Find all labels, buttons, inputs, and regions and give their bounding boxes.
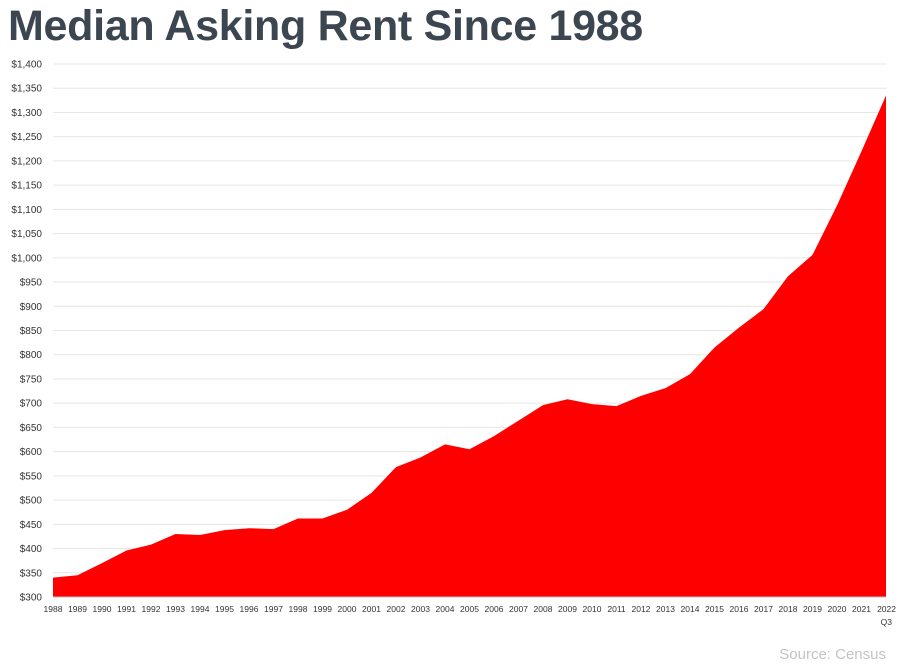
x-tick-label: 1994 <box>191 604 210 614</box>
y-tick-label: $700 <box>20 399 43 410</box>
y-tick-label: $300 <box>20 593 43 604</box>
x-tick-label: 2006 <box>485 604 504 614</box>
y-tick-label: $1,000 <box>11 253 42 264</box>
x-tick-label: 1989 <box>68 604 87 614</box>
x-tick-label: 1997 <box>264 604 283 614</box>
x-tick-label: 1995 <box>215 604 234 614</box>
x-tick-label: 1998 <box>289 604 308 614</box>
y-tick-label: $1,350 <box>11 84 42 95</box>
area-series <box>52 95 887 597</box>
x-tick-label: 2013 <box>656 604 675 614</box>
x-tick-label: 2004 <box>436 604 455 614</box>
chart-title: Median Asking Rent Since 1988 <box>8 2 643 50</box>
y-tick-label: $400 <box>20 544 43 555</box>
x-tick-label: 1993 <box>166 604 185 614</box>
y-tick-label: $1,150 <box>11 181 42 192</box>
x-tick-label: 2007 <box>509 604 528 614</box>
x-tick-label: 2009 <box>558 604 577 614</box>
x-tick-label: 2021 <box>852 604 871 614</box>
y-axis: $300 $350 $400 $450 $500 $550 $600 $650 $700 $750… <box>11 60 42 604</box>
y-tick-label: $1,050 <box>11 229 42 240</box>
x-tick-label: 2014 <box>681 604 700 614</box>
y-tick-label: $500 <box>20 496 43 507</box>
x-tick-label: 1999 <box>313 604 332 614</box>
x-tick-label: 2005 <box>460 604 479 614</box>
x-tick-label: 1996 <box>240 604 259 614</box>
x-tick-label: 2019 <box>803 604 822 614</box>
y-tick-label: $1,200 <box>11 156 42 167</box>
x-tick-label: 2001 <box>362 604 381 614</box>
y-tick-label: $650 <box>20 423 43 434</box>
x-tick-label: 2008 <box>534 604 553 614</box>
area-fill <box>53 95 886 597</box>
x-tick-label: 2000 <box>338 604 357 614</box>
y-tick-label: $950 <box>20 278 43 289</box>
y-tick-label: $350 <box>20 568 43 579</box>
x-tick-label: 2002 <box>387 604 406 614</box>
x-tick-label: 2018 <box>779 604 798 614</box>
x-tick-label: 2010 <box>583 604 602 614</box>
x-tick-label: 2017 <box>754 604 773 614</box>
x-tick-label: 2012 <box>632 604 651 614</box>
y-tick-label: $900 <box>20 302 43 313</box>
x-tick-sublabel: Q3 <box>881 617 893 627</box>
y-tick-label: $1,250 <box>11 132 42 143</box>
y-tick-label: $1,300 <box>11 108 42 119</box>
source-note: Source: Census <box>779 646 886 663</box>
y-tick-label: $1,400 <box>11 60 42 71</box>
y-tick-label: $1,100 <box>11 205 42 216</box>
x-axis: 1988 1989 1990 1991 1992 1993 1994 1995 1996 1997… <box>44 596 896 627</box>
x-tick-label: 1991 <box>117 604 136 614</box>
x-tick-label: 2020 <box>828 604 847 614</box>
x-tick-label: 2003 <box>411 604 430 614</box>
y-tick-label: $750 <box>20 374 43 385</box>
x-tick-label: 1988 <box>44 604 63 614</box>
x-tick-label: 1992 <box>142 604 161 614</box>
x-tick-label: 2022 <box>877 604 896 614</box>
x-tick-label: 2015 <box>705 604 724 614</box>
x-tick-label: 2011 <box>607 604 626 614</box>
y-tick-label: $800 <box>20 350 43 361</box>
x-tick-label: 2016 <box>730 604 749 614</box>
y-tick-label: $450 <box>20 520 43 531</box>
x-tick-label: 1990 <box>93 604 112 614</box>
y-tick-label: $850 <box>20 326 43 337</box>
y-tick-label: $600 <box>20 447 43 458</box>
y-tick-label: $550 <box>20 471 43 482</box>
